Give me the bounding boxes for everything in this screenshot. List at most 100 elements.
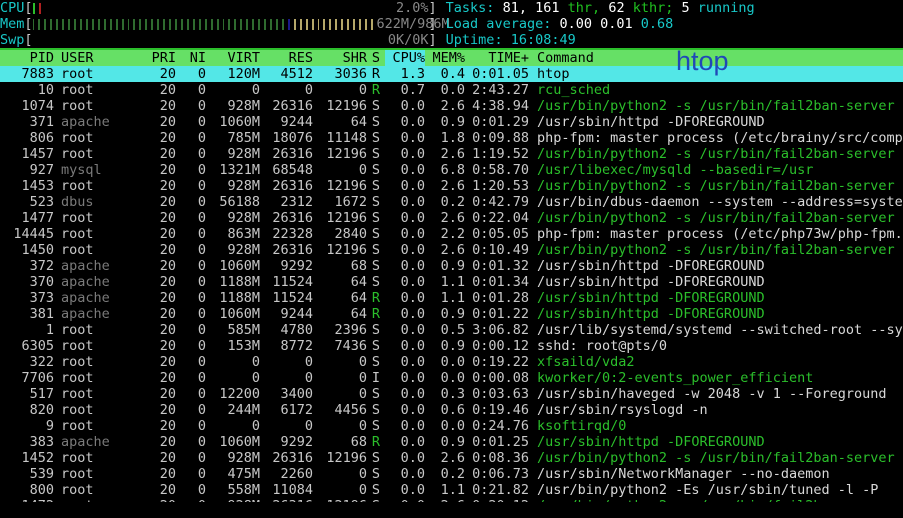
cell-shr: 12196 [313,498,367,502]
cell-s: S [371,226,381,242]
meter-bar-segment [81,3,83,14]
cell-pid: 517 [29,386,54,402]
thr-count: 161 [535,0,560,16]
column-header-mem[interactable]: MEM% [432,50,465,66]
swap-open-bracket: [ [24,32,33,48]
table-row[interactable]: 371 apache 20 0 1060M 9244 64 S 0.0 0.9 0:01.29/us… [0,114,903,130]
column-header-state[interactable]: S [371,50,381,66]
cell-res: 26316 [272,146,313,162]
meter-bar-segment [234,18,237,30]
column-header-user[interactable]: USER [61,50,94,66]
table-row[interactable]: 370 apache 20 0 1188M 11524 64 S 0.0 1.1 0:01.34/u… [0,274,903,290]
column-header-pri[interactable]: PRI [151,50,176,66]
cell-pid: 539 [29,466,54,482]
table-row[interactable]: 1457 root 20 0 928M 26316 12196 S 0.0 2.6 1:19.52 /… [0,146,903,162]
cell-cpu: 0.0 [400,354,425,370]
cell-user: root [61,354,94,370]
meter-bar-segment [111,3,113,14]
cell-s: S [371,466,381,482]
cell-res: 26316 [272,210,313,226]
uptime-value: 16:08:49 [510,32,576,48]
meter-bar-segment [258,18,261,30]
table-row[interactable]: 927 mysql 20 0 1321M 68548 0 S 0.0 6.8 0:58.70/usr… [0,162,903,178]
meter-bar-segment [329,18,332,30]
cell-shr: 68 [350,434,367,450]
column-header-virt[interactable]: VIRT [227,50,260,66]
cell-time: 0:24.76 [472,418,529,434]
cell-s: S [371,418,381,434]
cell-user: mysql [61,162,102,178]
table-row[interactable]: 372 apache 20 0 1060M 9292 68 S 0.0 0.9 0:01.32/us… [0,258,903,274]
meter-bar-segment [333,3,335,14]
meter-bar-segment [169,18,172,30]
table-row[interactable]: 1472root200928M2631612196S0.02.60:20.12/… [0,498,903,502]
meter-bar-segment [291,3,293,14]
cell-pid: 370 [29,274,54,290]
table-row[interactable]: 6305 root 20 0 153M 8772 7436 S 0.0 0.9 0:00.12 ssh… [0,338,903,354]
cell-pri: 20 [159,162,176,178]
table-row[interactable]: 523 dbus 20 0 56188 2312 1672 S 0.0 0.2 0:42.79/us… [0,194,903,210]
column-header-res[interactable]: RES [288,50,313,66]
table-row[interactable]: 1 root 20 0 585M 4780 2396 S 0.0 0.5 3:06.82/usr/l… [0,322,903,338]
cell-virt: 1060M [219,434,260,450]
table-row[interactable]: 800 root 20 0 558M 11084 0 S 0.0 1.1 0:21.82/usr/b… [0,482,903,498]
column-header-time[interactable]: TIME+ [488,50,529,66]
cell-mem: 0.5 [440,322,465,338]
meter-bar-segment [213,3,215,14]
table-row[interactable]: 322 root 20 0 0 0 0 S 0.0 0.0 0:19.22 xfsaild/vda2 [0,354,903,370]
column-header-shr[interactable]: SHR [342,50,367,66]
table-row[interactable]: 14445 root 20 0 863M 22328 2840 S 0.0 2.2 0:05.05 p… [0,226,903,242]
cell-res: 6172 [280,402,313,418]
column-header-ni[interactable]: NI [189,50,206,66]
table-row[interactable]: 1074 root 20 0 928M 26316 12196 S 0.0 2.6 4:38.94 /… [0,98,903,114]
column-header-cpu[interactable]: CPU% [385,50,425,66]
table-row[interactable]: 381 apache 20 0 1060M 9244 64 R 0.0 0.9 0:01.22/us… [0,306,903,322]
table-row[interactable]: 1477 root 20 0 928M 26316 12196 S 0.0 2.6 0:22.04 /… [0,210,903,226]
cell-shr: 2396 [334,322,367,338]
meter-bar-segment [299,18,302,30]
table-row[interactable]: 539 root 20 0 475M 2260 0 S 0.0 0.2 0:06.73/usr/sb… [0,466,903,482]
column-header-command[interactable]: Command [537,50,594,66]
table-row[interactable]: 1452 root 20 0 928M 26316 12196 S 0.0 2.6 0:08.36 /… [0,450,903,466]
cell-ni: 0 [197,306,206,322]
meter-bar-segment [201,3,203,14]
cell-pri: 20 [159,402,176,418]
table-row[interactable]: 373 apache 20 0 1188M 11524 64 R 0.0 1.1 0:01.28/u… [0,290,903,306]
thr-label: thr, [567,0,601,16]
table-row[interactable]: 7706 root 20 0 0 0 0 I 0.0 0.0 0:00.08 kworker/0:2-… [0,370,903,386]
cell-user: apache [61,434,110,450]
meter-bar-segment [147,3,149,14]
cell-pid: 1450 [21,242,54,258]
table-row[interactable]: 1453 root 20 0 928M 26316 12196 S 0.0 2.6 1:20.53 /… [0,178,903,194]
load-average-label: Load average: [445,16,552,32]
table-row[interactable]: 10 root 20 0 0 0 0 R 0.7 0.0 2:43.27 rcu_sched [0,82,903,98]
meter-bar-segment [68,35,70,46]
cell-cpu: 0.0 [400,98,425,114]
meter-bar-segment [217,35,219,46]
column-header-pid[interactable]: PID [29,50,54,66]
cell-time: 0:00.08 [472,370,529,386]
cell-command: /usr/bin/python2 -s /usr/bin/fail2ban-se… [529,498,903,502]
meter-bar-segment [246,35,248,46]
table-row[interactable]: 1450 root 20 0 928M 26316 12196 S 0.0 2.6 0:10.49 /… [0,242,903,258]
meter-bar-segment [222,18,225,30]
table-row[interactable]: 806 root 20 0 785M 18076 11148 S 0.0 1.8 0:09.88 ph… [0,130,903,146]
cell-user: root [61,338,94,354]
cell-s: S [371,194,381,210]
meter-bar-segment [315,3,317,14]
cell-ni: 0 [197,258,206,274]
swap-close-bracket: ] [428,32,437,48]
cell-command: /usr/lib/systemd/systemd --switched-root… [537,322,903,338]
table-row[interactable]: 517 root 20 0 12200 3400 0 S 0.0 0.3 0:03.63/usr/s… [0,386,903,402]
meter-bar-segment [309,3,311,14]
cell-ni: 0 [197,466,206,482]
cell-virt: 1188M [219,274,260,290]
cell-command: sshd: root@pts/0 [537,338,668,354]
cell-virt: 0 [251,82,260,98]
cell-s: S [371,386,381,402]
cell-virt: 1321M [219,162,260,178]
table-row[interactable]: 820 root 20 0 244M 6172 4456 S 0.0 0.6 0:19.46/usr… [0,402,903,418]
table-row-selected[interactable]: 7883 root 20 0 120M 4512 3036 R 1.3 0.4 0:01.05 hto… [0,66,903,82]
table-row[interactable]: 383 apache 20 0 1060M 9292 68 R 0.0 0.9 0:01.25/us… [0,434,903,450]
table-row[interactable]: 9 root 20 0 0 0 0 S 0.0 0.0 0:24.76 ksoftirqd/0 [0,418,903,434]
